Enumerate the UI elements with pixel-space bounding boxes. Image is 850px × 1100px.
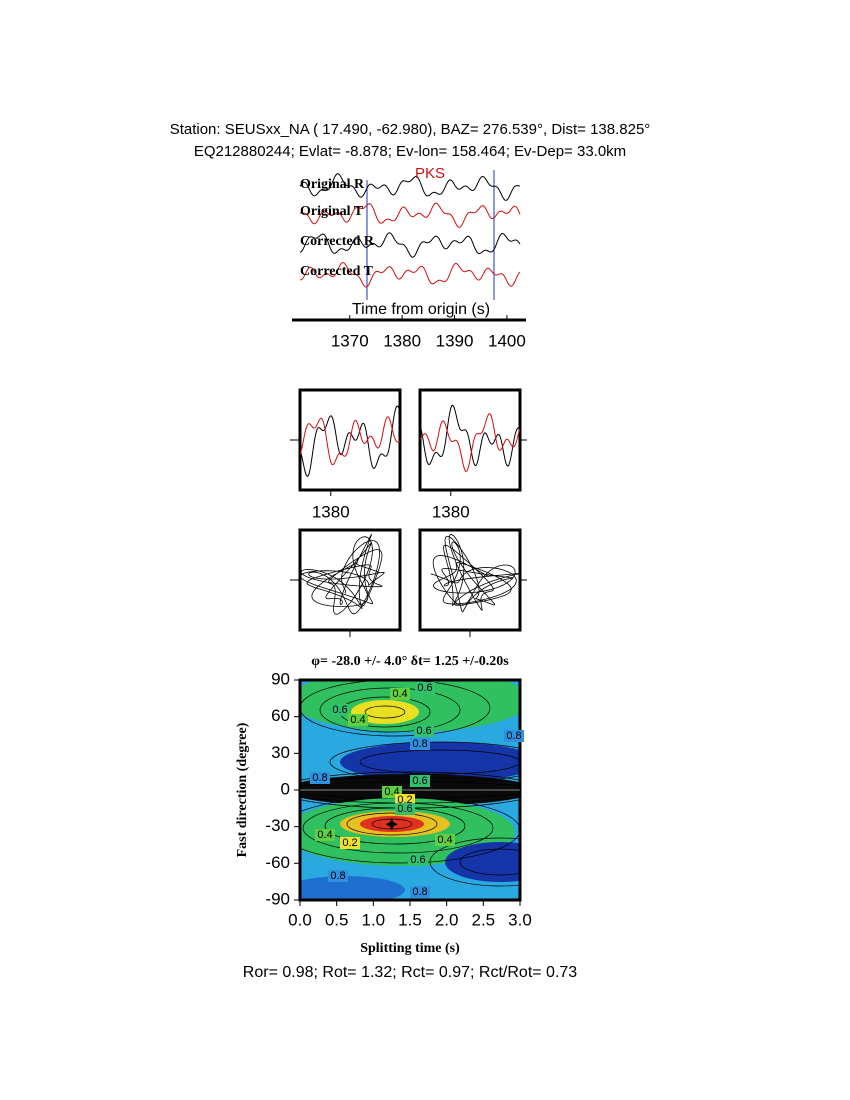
x-tick-label: 1.0	[362, 910, 386, 929]
contour-label-bg	[340, 837, 360, 849]
trace-label: Original T	[300, 204, 364, 219]
x-tick-label: 1370	[331, 331, 369, 350]
contour-label-bg	[414, 725, 434, 737]
contour-label-bg	[390, 688, 410, 700]
trace	[299, 173, 521, 201]
contour-label: 0.4	[437, 834, 452, 846]
contour-label: 0.8	[412, 738, 427, 750]
event-line: EQ212880244; Evlat= -8.878; Ev-lon= 158.…	[194, 143, 626, 160]
contour-title: φ= -28.0 +/- 4.0° δt= 1.25 +/-0.20s	[311, 654, 509, 669]
x-axis-label: Time from origin (s)	[352, 301, 490, 318]
contour-label-bg	[504, 730, 524, 742]
contour-label: 0.2	[342, 837, 357, 849]
contour-label-bg	[408, 854, 428, 866]
contour-label: 0.6	[412, 775, 427, 787]
contour-label-bg	[410, 775, 430, 787]
particle-path	[430, 533, 520, 613]
x-axis-label: Splitting time (s)	[360, 941, 460, 956]
trace	[420, 413, 520, 473]
contour-label: 0.6	[397, 803, 412, 815]
trace	[299, 202, 521, 228]
trace	[420, 404, 520, 467]
contour-label-bg	[435, 834, 455, 846]
best-fit	[385, 818, 398, 831]
y-tick-label: -30	[265, 816, 290, 835]
contour-label: 0.4	[350, 714, 365, 726]
contour-label: 0.8	[312, 772, 327, 784]
frame-ticks	[290, 439, 527, 637]
trace	[299, 232, 521, 258]
contour-label-bg	[310, 772, 330, 784]
x-tick-label: 1380	[383, 331, 421, 350]
particle-motion	[430, 533, 520, 613]
x-tick-label: 1380	[432, 502, 470, 521]
trace	[300, 416, 400, 466]
particle-path	[300, 533, 385, 615]
contour-label: 0.4	[392, 688, 407, 700]
y-axis-label: Fast direction (degree)	[235, 722, 250, 857]
contour-label: 0.8	[412, 886, 427, 898]
particle-motion	[300, 533, 385, 615]
contour-label-bg	[328, 870, 348, 882]
y-tick-label: -60	[265, 853, 290, 872]
contour-label: 0.6	[332, 704, 347, 716]
trace	[300, 405, 400, 477]
window-traces	[300, 405, 400, 477]
x-tick-label: 1380	[312, 502, 350, 521]
contour-label-bg	[395, 803, 415, 815]
y-tick-label: 0	[281, 779, 290, 798]
contour-label: 0.8	[330, 870, 345, 882]
station-line: Station: SEUSxx_NA ( 17.490, -62.980), B…	[170, 121, 651, 138]
contour-label: 0.6	[416, 725, 431, 737]
contour-label-bg	[410, 738, 430, 750]
contour-label-bg	[315, 829, 335, 841]
x-tick-label: 3.0	[508, 910, 532, 929]
contour-label: 0.6	[410, 854, 425, 866]
x-tick-label: 0.5	[325, 910, 349, 929]
footer: Ror= 0.98; Rot= 1.32; Rct= 0.97; Rct/Rot…	[243, 964, 578, 981]
x-tick-label: 0.0	[288, 910, 312, 929]
y-tick-label: -90	[265, 889, 290, 908]
x-tick-label: 1400	[488, 331, 526, 350]
y-tick-label: 30	[271, 743, 290, 762]
x-tick-label: 1.5	[398, 910, 422, 929]
contour-label-bg	[348, 714, 368, 726]
trace-label: Corrected T	[300, 264, 374, 279]
contour-label: 0.2	[397, 794, 412, 806]
contour-label: 0.6	[417, 682, 432, 694]
contour-label-bg	[415, 682, 435, 694]
trace	[299, 261, 521, 288]
contour-label: 0.8	[506, 730, 521, 742]
x-tick-label: 1390	[436, 331, 474, 350]
window-traces	[420, 404, 520, 473]
contour-label: 0.4	[317, 829, 332, 841]
x-tick-label: 2.5	[472, 910, 496, 929]
contour-label-bg	[410, 886, 430, 898]
trace-label: Original R	[300, 177, 365, 192]
x-tick-label: 2.0	[435, 910, 459, 929]
y-tick-label: 60	[271, 706, 290, 725]
contour-label-bg	[330, 704, 350, 716]
phase-label: PKS	[415, 165, 445, 182]
y-tick-label: 90	[271, 669, 290, 688]
trace-label: Corrected R	[300, 234, 375, 249]
